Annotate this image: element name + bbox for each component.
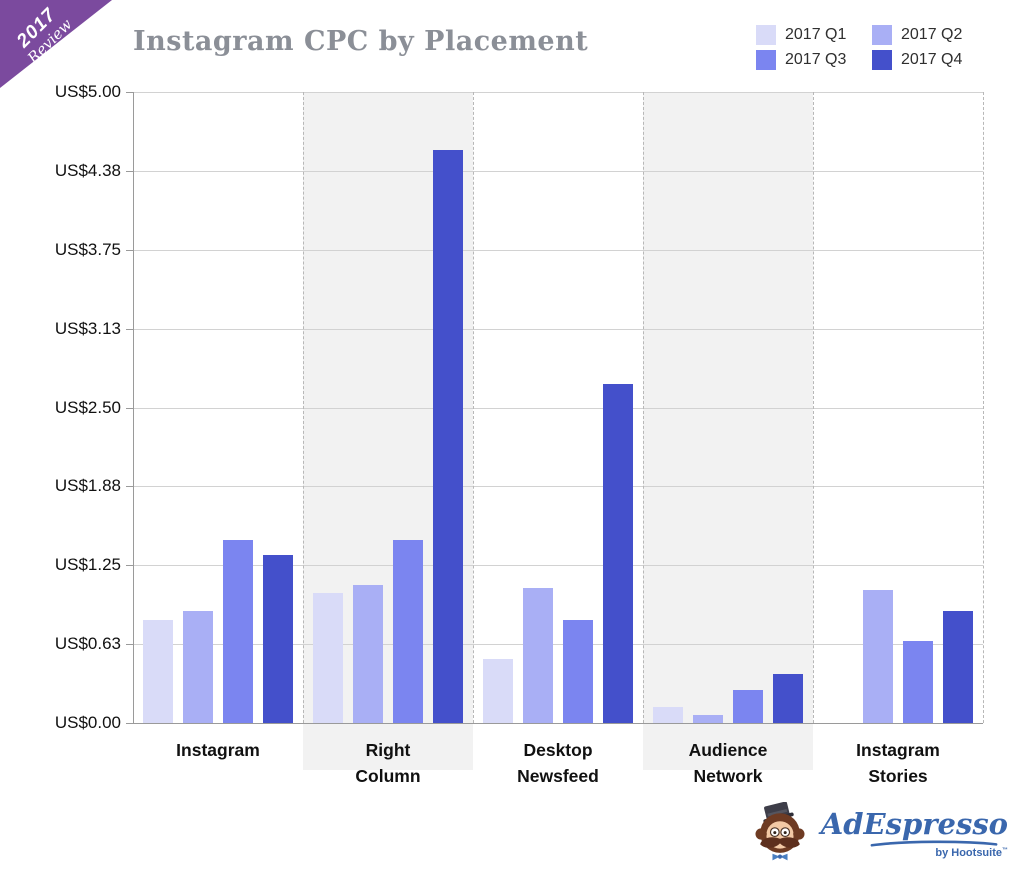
legend-swatch bbox=[872, 50, 892, 70]
bar-2017-q1-desktop-newsfeed bbox=[483, 658, 513, 723]
x-axis-category-label: Right Column bbox=[303, 737, 473, 789]
bar-2017-q3-instagram-stories bbox=[903, 640, 933, 723]
category-label-line: Column bbox=[355, 766, 421, 786]
y-axis-label: US$3.75 bbox=[54, 239, 121, 259]
legend-label: 2017 Q4 bbox=[901, 51, 963, 68]
y-axis-tick bbox=[126, 249, 133, 251]
y-axis-label: US$3.13 bbox=[54, 318, 121, 338]
bar-2017-q4-desktop-newsfeed bbox=[603, 383, 633, 723]
y-axis-label: US$0.63 bbox=[54, 634, 121, 654]
category-label-line: Audience bbox=[688, 740, 768, 760]
category-label-line: Stories bbox=[868, 766, 928, 786]
legend-label: 2017 Q1 bbox=[785, 26, 847, 43]
logo-underline-swash bbox=[870, 840, 998, 847]
x-axis-category-label: Instagram bbox=[133, 737, 303, 763]
y-gridline bbox=[133, 644, 983, 646]
bar-2017-q3-desktop-newsfeed bbox=[563, 619, 593, 723]
y-axis-label: US$0.00 bbox=[54, 713, 121, 732]
bar-2017-q1-instagram bbox=[143, 619, 173, 723]
mascot-icon bbox=[755, 802, 805, 861]
bar-2017-q3-audience-network bbox=[733, 690, 763, 723]
legend-item-2017-q1: 2017 Q1 bbox=[756, 25, 872, 45]
corner-ribbon: 2017 Review bbox=[0, 0, 130, 110]
bar-2017-q2-instagram bbox=[183, 610, 213, 723]
y-axis-tick bbox=[126, 644, 133, 646]
adespresso-logo: AdEspresso by Hootsuite™ bbox=[747, 802, 1008, 866]
legend-swatch bbox=[756, 50, 776, 70]
y-gridline bbox=[133, 565, 983, 567]
y-axis-label: US$2.50 bbox=[54, 397, 121, 417]
y-gridline bbox=[133, 92, 983, 93]
legend-label: 2017 Q2 bbox=[901, 26, 963, 43]
y-gridline bbox=[133, 486, 983, 488]
bar-2017-q1-audience-network bbox=[653, 706, 683, 723]
y-axis-label: US$1.88 bbox=[54, 476, 121, 496]
y-axis-label: US$1.25 bbox=[54, 555, 121, 575]
y-axis-line bbox=[133, 92, 134, 723]
category-label-line: Right bbox=[365, 740, 411, 760]
bar-2017-q3-instagram bbox=[223, 540, 253, 723]
bar-2017-q2-audience-network bbox=[693, 715, 723, 723]
y-axis-tick bbox=[126, 565, 133, 567]
bar-2017-q4-instagram bbox=[263, 555, 293, 723]
panel-separator bbox=[983, 92, 984, 723]
panel-separator bbox=[303, 92, 304, 723]
y-gridline bbox=[133, 249, 983, 251]
chart-legend: 2017 Q1 2017 Q2 2017 Q3 2017 Q4 bbox=[756, 25, 988, 70]
bar-2017-q2-right-column bbox=[353, 585, 383, 723]
y-axis-tick bbox=[126, 92, 133, 93]
bar-2017-q3-right-column bbox=[393, 540, 423, 723]
category-label-line: Newsfeed bbox=[517, 766, 599, 786]
category-label-line: Instagram bbox=[856, 740, 940, 760]
category-label-line: Desktop bbox=[523, 740, 593, 760]
y-gridline bbox=[133, 170, 983, 172]
x-axis-category-label: Instagram Stories bbox=[813, 737, 983, 789]
y-axis-label: US$5.00 bbox=[54, 82, 121, 101]
y-axis-tick bbox=[126, 407, 133, 409]
bar-2017-q2-desktop-newsfeed bbox=[523, 587, 553, 723]
y-axis-label: US$4.38 bbox=[54, 160, 121, 180]
panel-separator bbox=[643, 92, 644, 723]
x-axis-baseline bbox=[133, 723, 983, 724]
logo-wordmark: AdEspresso bbox=[820, 806, 1008, 841]
bar-2017-q1-right-column bbox=[313, 593, 343, 723]
y-axis-tick bbox=[126, 170, 133, 172]
category-panel-shade bbox=[643, 92, 813, 770]
bar-2017-q4-audience-network bbox=[773, 673, 803, 723]
logo-byline: by Hootsuite™ bbox=[935, 847, 1008, 859]
x-axis-category-label: Desktop Newsfeed bbox=[473, 737, 643, 789]
bar-2017-q4-right-column bbox=[433, 150, 463, 723]
bar-2017-q2-instagram-stories bbox=[863, 590, 893, 723]
legend-swatch bbox=[872, 25, 892, 45]
logo-trademark: ™ bbox=[1002, 846, 1008, 853]
legend-item-2017-q2: 2017 Q2 bbox=[872, 25, 988, 45]
panel-separator bbox=[473, 92, 474, 723]
y-axis-tick bbox=[126, 486, 133, 488]
legend-swatch bbox=[756, 25, 776, 45]
legend-item-2017-q3: 2017 Q3 bbox=[756, 50, 872, 70]
category-label-line: Network bbox=[693, 766, 763, 786]
y-axis-tick bbox=[126, 723, 133, 724]
logo-byline-text: by Hootsuite bbox=[935, 846, 1002, 859]
panel-separator bbox=[813, 92, 814, 723]
y-axis-tick bbox=[126, 328, 133, 330]
legend-label: 2017 Q3 bbox=[785, 51, 847, 68]
legend-item-2017-q4: 2017 Q4 bbox=[872, 50, 988, 70]
chart-title: Instagram CPC by Placement bbox=[133, 26, 589, 57]
x-axis-category-label: Audience Network bbox=[643, 737, 813, 789]
category-label-line: Instagram bbox=[176, 740, 260, 760]
y-gridline bbox=[133, 407, 983, 409]
bar-2017-q4-instagram-stories bbox=[943, 610, 973, 723]
y-gridline bbox=[133, 328, 983, 330]
